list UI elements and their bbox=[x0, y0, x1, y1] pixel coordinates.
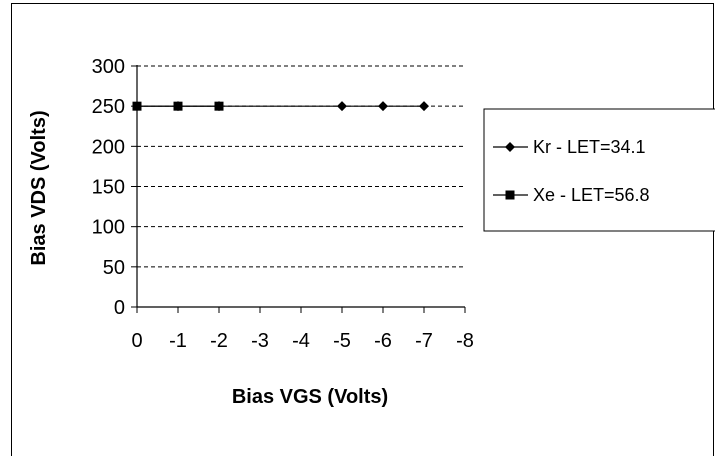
chart-area: 0 50 100 150 200 250 300 0 -1 -2 -3 -4 -5 -6 -7 -8 Bias… bbox=[11, 3, 718, 456]
y-tick-label: 100 bbox=[92, 217, 125, 239]
legend-label: Xe - LET=56.8 bbox=[533, 185, 650, 205]
x-tick-label: -4 bbox=[292, 330, 310, 352]
x-tick-label: -3 bbox=[251, 330, 269, 352]
legend-label: Kr - LET=34.1 bbox=[533, 137, 646, 157]
legend: Kr - LET=34.1 Xe - LET=56.8 bbox=[483, 108, 718, 232]
gridlines bbox=[137, 65, 465, 268]
y-tick-label: 150 bbox=[92, 177, 125, 199]
line-chart: 0 50 100 150 200 250 300 0 -1 -2 -3 -4 -5 -6 -7 -8 Bias… bbox=[28, 56, 718, 408]
x-tick-label: 0 bbox=[131, 330, 142, 352]
y-tick-label: 50 bbox=[103, 257, 125, 279]
y-tick-label: 0 bbox=[114, 297, 125, 319]
x-tick-label: -1 bbox=[169, 330, 187, 352]
series-group bbox=[132, 101, 429, 112]
legend-marker bbox=[505, 142, 515, 152]
y-axis-title: Bias VDS (Volts) bbox=[28, 110, 50, 265]
x-tick-label: -6 bbox=[374, 330, 392, 352]
data-point bbox=[337, 101, 347, 112]
y-tick-label: 300 bbox=[92, 56, 125, 78]
y-tick-label: 200 bbox=[92, 136, 125, 158]
x-tick-label: -2 bbox=[210, 330, 228, 352]
axes: 0 50 100 150 200 250 300 0 -1 -2 -3 -4 -5 -6 -7 -8 bbox=[92, 56, 474, 352]
x-tick-label: -5 bbox=[333, 330, 351, 352]
data-point bbox=[214, 101, 224, 111]
legend-marker bbox=[505, 190, 515, 200]
x-axis-title: Bias VGS (Volts) bbox=[232, 386, 388, 408]
x-tick-label: -7 bbox=[415, 330, 433, 352]
data-point bbox=[378, 101, 388, 112]
x-tick-label: -8 bbox=[456, 330, 474, 352]
y-tick-label: 250 bbox=[92, 96, 125, 118]
legend-box bbox=[483, 108, 718, 232]
data-point bbox=[132, 101, 142, 111]
data-point bbox=[173, 101, 183, 111]
data-point bbox=[419, 101, 429, 112]
